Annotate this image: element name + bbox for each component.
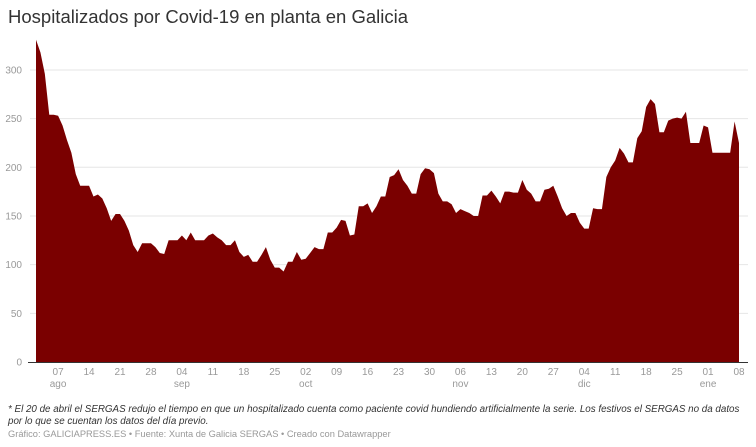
x-tick-label: 04 (579, 367, 591, 378)
x-tick-label: 08 (733, 367, 745, 378)
hospitalized-area-series (36, 39, 739, 363)
x-tick-label: 02 (300, 367, 312, 378)
x-month-label: ene (700, 379, 717, 390)
y-tick-label: 150 (5, 211, 22, 222)
x-tick-label: 28 (145, 367, 157, 378)
x-tick-label: 07 (53, 367, 65, 378)
x-tick-label: 14 (83, 367, 95, 378)
x-tick-label: 11 (208, 367, 219, 378)
x-month-label: oct (299, 379, 313, 390)
x-tick-label: 23 (393, 367, 405, 378)
y-tick-label: 0 (16, 358, 22, 369)
x-tick-label: 04 (176, 367, 188, 378)
y-axis-ticks: 0 50 100 150 200 250 300 (5, 65, 22, 368)
x-tick-label: 01 (702, 367, 714, 378)
x-tick-label: 25 (269, 367, 281, 378)
y-tick-label: 200 (5, 163, 22, 174)
y-tick-label: 300 (5, 65, 22, 76)
y-tick-label: 100 (5, 260, 22, 271)
x-tick-label: 11 (610, 367, 621, 378)
x-tick-label: 18 (641, 367, 653, 378)
x-month-label: ago (50, 379, 67, 390)
x-month-label: dic (578, 379, 591, 390)
x-tick-label: 06 (455, 367, 467, 378)
source-credits: Gráfico: GALICIAPRESS.ES • Fuente: Xunta… (8, 429, 391, 439)
x-month-label: nov (452, 379, 468, 390)
x-tick-label: 18 (238, 367, 250, 378)
y-tick-label: 50 (11, 309, 23, 320)
y-tick-label: 250 (5, 114, 22, 125)
x-tick-label: 25 (672, 367, 684, 378)
x-tick-label: 30 (424, 367, 436, 378)
footnote: * El 20 de abril el SERGAS redujo el tie… (8, 404, 740, 427)
x-tick-label: 16 (362, 367, 374, 378)
chart-title: Hospitalizados por Covid-19 en planta en… (8, 6, 409, 27)
x-tick-label: 13 (486, 367, 498, 378)
x-tick-label: 21 (114, 367, 126, 378)
x-month-label: sep (174, 379, 191, 390)
x-tick-label: 27 (548, 367, 560, 378)
x-tick-label: 20 (517, 367, 529, 378)
x-tick-label: 09 (331, 367, 343, 378)
